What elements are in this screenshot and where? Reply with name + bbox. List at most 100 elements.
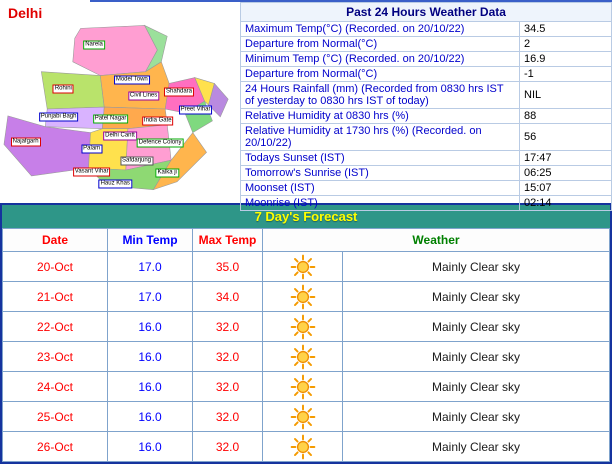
forecast-row: 22-Oct 16.0 32.0 Mainly Clear sky xyxy=(2,311,610,342)
map-label-narela: Narela xyxy=(83,40,105,50)
table-row: Relative Humidity at 0830 hrs (%) 88 xyxy=(240,108,612,124)
col-header-max-temp: Max Temp xyxy=(192,228,263,252)
weather-icon-cell xyxy=(262,431,343,462)
forecast-row: 24-Oct 16.0 32.0 Mainly Clear sky xyxy=(2,371,610,402)
map-label-kalka-ji: Kalka ji xyxy=(155,168,179,178)
forecast-min-temp: 17.0 xyxy=(107,251,193,282)
sun-icon xyxy=(290,344,315,369)
metric-value: 34.5 xyxy=(519,21,612,37)
forecast-description: Mainly Clear sky xyxy=(342,371,610,402)
table-row: Departure from Normal(°C) -1 xyxy=(240,66,612,82)
map-label-vasant-vihar: Vasant Vihar xyxy=(72,167,111,177)
metric-value: 16.9 xyxy=(519,51,612,67)
metric-value: 88 xyxy=(519,108,612,124)
sun-icon xyxy=(290,434,315,459)
metric-label: Tomorrow's Sunrise (IST) xyxy=(240,165,520,181)
table-row: Maximum Temp(°C) (Recorded. on 20/10/22)… xyxy=(240,21,612,37)
table-row: Moonset (IST) 15:07 xyxy=(240,180,612,196)
weather-icon-cell xyxy=(262,311,343,342)
past-24-panel: Past 24 Hours Weather Data Maximum Temp(… xyxy=(240,2,612,211)
table-row: 24 Hours Rainfall (mm) (Recorded from 08… xyxy=(240,81,612,109)
forecast-row: 20-Oct 17.0 35.0 Mainly Clear sky xyxy=(2,251,610,282)
forecast-description: Mainly Clear sky xyxy=(342,251,610,282)
col-header-min-temp: Min Temp xyxy=(107,228,193,252)
forecast-date: 22-Oct xyxy=(2,311,108,342)
map-label-defence-colony: Defence Colony xyxy=(136,138,184,148)
forecast-max-temp: 32.0 xyxy=(192,341,263,372)
forecast-row: 25-Oct 16.0 32.0 Mainly Clear sky xyxy=(2,401,610,432)
forecast-description: Mainly Clear sky xyxy=(342,431,610,462)
forecast-max-temp: 34.0 xyxy=(192,281,263,312)
map-label-model-town: Model Town xyxy=(113,75,150,85)
metric-value: NIL xyxy=(519,81,612,109)
forecast-date: 26-Oct xyxy=(2,431,108,462)
forecast-min-temp: 16.0 xyxy=(107,311,193,342)
metric-label: 24 Hours Rainfall (mm) (Recorded from 08… xyxy=(240,81,520,109)
map-label-india-gate: India Gate xyxy=(141,116,174,126)
forecast-section: 7 Day's Forecast Date Min Temp Max Temp … xyxy=(0,203,612,464)
map-label-rohini: Rohini xyxy=(52,84,74,94)
metric-value: 02:14 xyxy=(519,195,612,211)
forecast-date: 21-Oct xyxy=(2,281,108,312)
metric-label: Relative Humidity at 0830 hrs (%) xyxy=(240,108,520,124)
col-header-date: Date xyxy=(2,228,108,252)
weather-icon-cell xyxy=(262,371,343,402)
map-label-najafgarh: Najafgarh xyxy=(10,137,41,147)
region-title: Delhi xyxy=(8,5,43,21)
metric-label: Departure from Normal(°C) xyxy=(240,66,520,82)
forecast-date: 20-Oct xyxy=(2,251,108,282)
past-24-title: Past 24 Hours Weather Data xyxy=(240,2,612,22)
forecast-min-temp: 16.0 xyxy=(107,371,193,402)
metric-label: Maximum Temp(°C) (Recorded. on 20/10/22) xyxy=(240,21,520,37)
metric-label: Departure from Normal(°C) xyxy=(240,36,520,52)
map-label-safdarjung: Safdarjung xyxy=(120,156,154,166)
metric-label: Minimum Temp (°C) (Recorded. on 20/10/22… xyxy=(240,51,520,67)
table-row: Tomorrow's Sunrise (IST) 06:25 xyxy=(240,165,612,181)
forecast-table: Date Min Temp Max Temp Weather 20-Oct 17… xyxy=(2,228,610,462)
forecast-date: 24-Oct xyxy=(2,371,108,402)
table-row: Minimum Temp (°C) (Recorded. on 20/10/22… xyxy=(240,51,612,67)
forecast-max-temp: 32.0 xyxy=(192,431,263,462)
table-row: Relative Humidity at 1730 hrs (%) (Recor… xyxy=(240,123,612,151)
forecast-max-temp: 35.0 xyxy=(192,251,263,282)
delhi-districts-map[interactable]: Narela Rohini Model Town Civil Lines Sha… xyxy=(2,22,238,198)
forecast-date: 25-Oct xyxy=(2,401,108,432)
map-panel: Delhi xyxy=(0,2,240,201)
forecast-description: Mainly Clear sky xyxy=(342,341,610,372)
metric-label: Moonset (IST) xyxy=(240,180,520,196)
map-label-punjabi-bagh: Punjabi Bagh xyxy=(38,112,79,122)
sun-icon xyxy=(290,374,315,399)
map-label-patel-nagar: Patel Nagar xyxy=(92,114,129,124)
table-row: Moonrise (IST) 02:14 xyxy=(240,195,612,211)
forecast-date: 23-Oct xyxy=(2,341,108,372)
map-label-civil-lines: Civil Lines xyxy=(127,91,160,101)
forecast-description: Mainly Clear sky xyxy=(342,401,610,432)
map-label-palam: Palam xyxy=(81,144,103,154)
metric-value: -1 xyxy=(519,66,612,82)
map-label-hauz-khas: Hauz Khas xyxy=(98,179,132,189)
forecast-row: 26-Oct 16.0 32.0 Mainly Clear sky xyxy=(2,431,610,462)
map-label-preet-vihar: Preet Vihar xyxy=(178,105,213,115)
table-row: Todays Sunset (IST) 17:47 xyxy=(240,150,612,166)
forecast-max-temp: 32.0 xyxy=(192,371,263,402)
weather-icon-cell xyxy=(262,251,343,282)
metric-value: 15:07 xyxy=(519,180,612,196)
top-divider xyxy=(90,0,612,2)
forecast-description: Mainly Clear sky xyxy=(342,281,610,312)
map-label-delhi-cantt: Delhi Cantt xyxy=(103,131,137,141)
forecast-max-temp: 32.0 xyxy=(192,311,263,342)
forecast-description: Mainly Clear sky xyxy=(342,311,610,342)
metric-label: Todays Sunset (IST) xyxy=(240,150,520,166)
sun-icon xyxy=(290,254,315,279)
metric-value: 2 xyxy=(519,36,612,52)
table-row: Departure from Normal(°C) 2 xyxy=(240,36,612,52)
top-section: Delhi xyxy=(0,2,612,211)
forecast-min-temp: 16.0 xyxy=(107,341,193,372)
metric-label: Relative Humidity at 1730 hrs (%) (Recor… xyxy=(240,123,520,151)
forecast-max-temp: 32.0 xyxy=(192,401,263,432)
forecast-title: 7 Day's Forecast xyxy=(2,205,610,228)
weather-icon-cell xyxy=(262,401,343,432)
forecast-row: 21-Oct 17.0 34.0 Mainly Clear sky xyxy=(2,281,610,312)
weather-icon-cell xyxy=(262,341,343,372)
